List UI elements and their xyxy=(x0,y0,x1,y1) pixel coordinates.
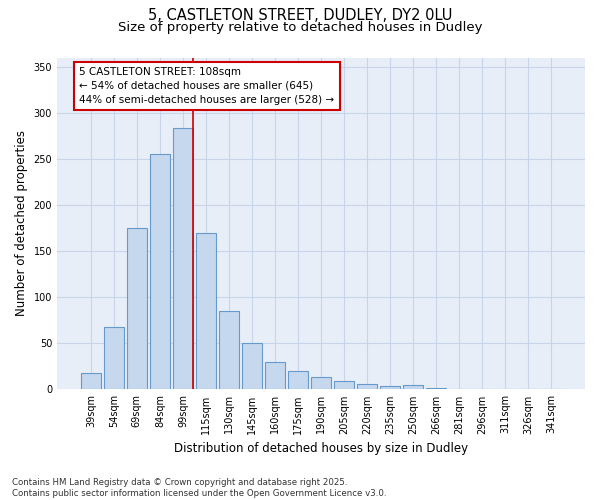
Bar xyxy=(449,388,469,390)
Bar xyxy=(104,326,124,390)
Bar xyxy=(196,232,216,390)
Y-axis label: Number of detached properties: Number of detached properties xyxy=(15,130,28,316)
Bar xyxy=(81,373,101,390)
Bar xyxy=(265,362,285,390)
Text: 5 CASTLETON STREET: 108sqm
← 54% of detached houses are smaller (645)
44% of sem: 5 CASTLETON STREET: 108sqm ← 54% of deta… xyxy=(79,66,334,104)
Bar xyxy=(427,388,446,390)
Bar xyxy=(288,371,308,390)
Bar xyxy=(150,154,170,390)
Text: 5, CASTLETON STREET, DUDLEY, DY2 0LU: 5, CASTLETON STREET, DUDLEY, DY2 0LU xyxy=(148,8,452,22)
Bar xyxy=(380,386,400,390)
Bar xyxy=(334,381,354,390)
Bar xyxy=(173,128,193,390)
X-axis label: Distribution of detached houses by size in Dudley: Distribution of detached houses by size … xyxy=(174,442,468,455)
Bar xyxy=(127,228,146,390)
Text: Size of property relative to detached houses in Dudley: Size of property relative to detached ho… xyxy=(118,21,482,34)
Bar xyxy=(242,344,262,390)
Text: Contains HM Land Registry data © Crown copyright and database right 2025.
Contai: Contains HM Land Registry data © Crown c… xyxy=(12,478,386,498)
Bar xyxy=(219,311,239,390)
Bar xyxy=(311,378,331,390)
Bar xyxy=(403,385,423,390)
Bar xyxy=(357,384,377,390)
